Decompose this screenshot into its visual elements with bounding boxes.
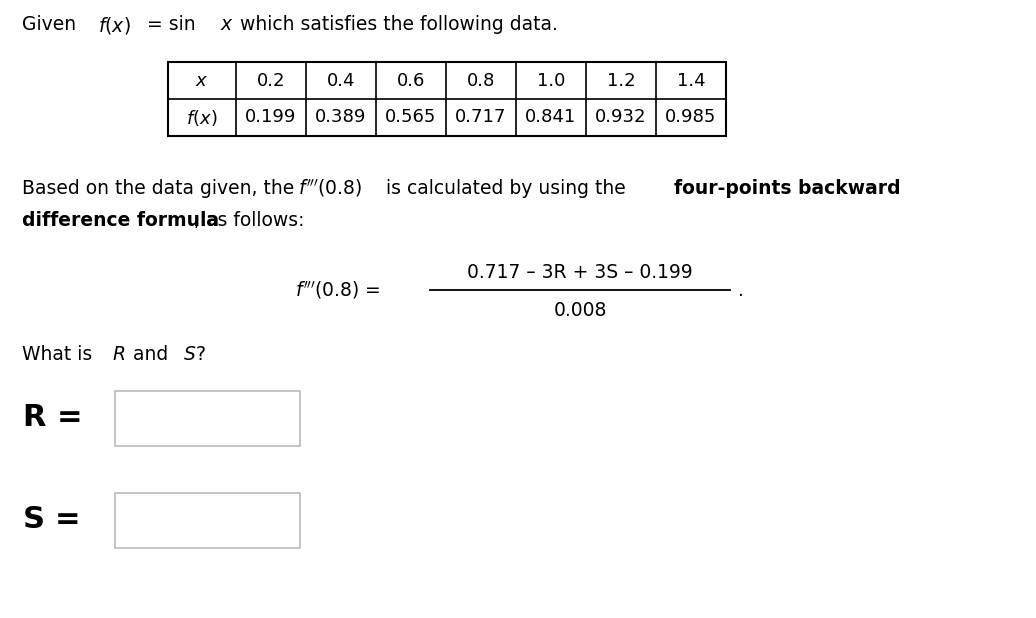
Text: difference formula: difference formula bbox=[22, 211, 220, 229]
Text: 0.985: 0.985 bbox=[665, 109, 717, 127]
Text: four-points backward: four-points backward bbox=[674, 179, 900, 198]
Text: which satisfies the following data.: which satisfies the following data. bbox=[234, 15, 557, 35]
Text: 0.4: 0.4 bbox=[326, 72, 355, 90]
Text: 0.008: 0.008 bbox=[553, 300, 607, 320]
Text: .: . bbox=[738, 281, 744, 300]
Text: 0.565: 0.565 bbox=[385, 109, 437, 127]
Text: 0.199: 0.199 bbox=[246, 109, 296, 127]
Text: 0.932: 0.932 bbox=[596, 109, 646, 127]
Text: ?: ? bbox=[196, 345, 206, 365]
Text: 1.0: 1.0 bbox=[537, 72, 566, 90]
Text: $R$: $R$ bbox=[112, 345, 125, 365]
Text: $x$: $x$ bbox=[220, 15, 234, 35]
Text: 0.2: 0.2 bbox=[257, 72, 285, 90]
Text: $f'''(0.8)$ =: $f'''(0.8)$ = bbox=[295, 279, 380, 301]
Text: 1.2: 1.2 bbox=[607, 72, 635, 90]
Text: $f'''(0.8)$: $f'''(0.8)$ bbox=[298, 177, 362, 199]
Text: 0.717 – 3R + 3S – 0.199: 0.717 – 3R + 3S – 0.199 bbox=[467, 263, 693, 282]
Text: $\bf{S}$ =: $\bf{S}$ = bbox=[22, 506, 79, 535]
Text: $\bf{R}$ =: $\bf{R}$ = bbox=[22, 404, 81, 433]
Text: , as follows:: , as follows: bbox=[194, 211, 305, 229]
Text: and: and bbox=[127, 345, 174, 365]
Bar bbox=[168, 62, 726, 136]
Text: $x$: $x$ bbox=[196, 72, 208, 90]
Text: $f(x)$: $f(x)$ bbox=[98, 14, 131, 35]
Bar bbox=[115, 493, 300, 548]
Text: 0.6: 0.6 bbox=[397, 72, 425, 90]
Text: = sin: = sin bbox=[147, 15, 202, 35]
Text: $S$: $S$ bbox=[183, 345, 196, 365]
Text: is calculated by using the: is calculated by using the bbox=[380, 179, 632, 198]
Text: Based on the data given, the: Based on the data given, the bbox=[22, 179, 300, 198]
Bar bbox=[115, 391, 300, 446]
Text: What is: What is bbox=[22, 345, 98, 365]
Text: 0.717: 0.717 bbox=[455, 109, 507, 127]
Text: Given: Given bbox=[22, 15, 82, 35]
Text: 1.4: 1.4 bbox=[677, 72, 706, 90]
Text: 0.841: 0.841 bbox=[525, 109, 577, 127]
Text: 0.389: 0.389 bbox=[315, 109, 367, 127]
Text: 0.8: 0.8 bbox=[467, 72, 495, 90]
Text: $f(x)$: $f(x)$ bbox=[186, 108, 218, 127]
